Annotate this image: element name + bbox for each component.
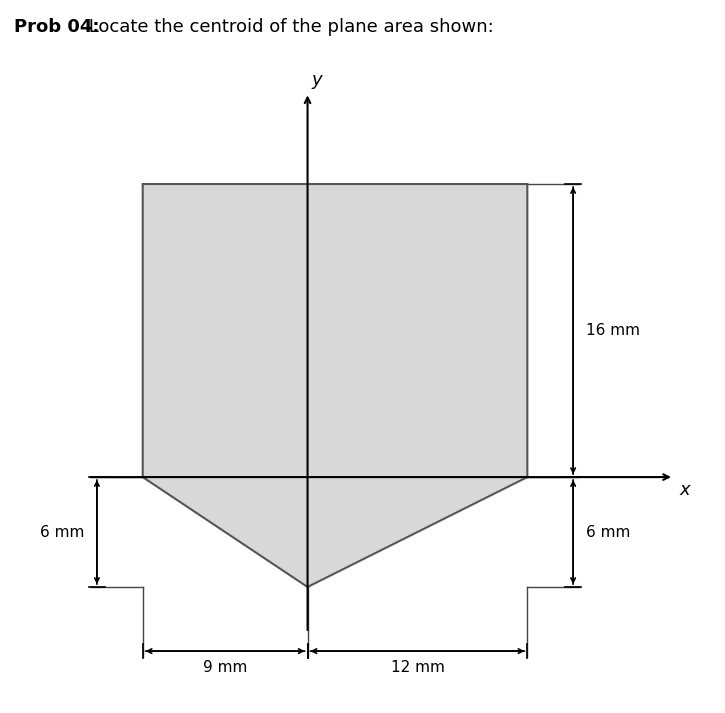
Text: y: y [312,71,322,89]
Text: Prob 04:: Prob 04: [14,18,100,36]
Text: 9 mm: 9 mm [203,660,247,675]
Polygon shape [143,184,527,587]
Text: 12 mm: 12 mm [391,660,444,675]
Text: x: x [679,481,690,499]
Text: 16 mm: 16 mm [586,323,640,338]
Text: 6 mm: 6 mm [586,525,630,540]
Text: Locate the centroid of the plane area shown:: Locate the centroid of the plane area sh… [83,18,494,36]
Text: 6 mm: 6 mm [40,525,84,540]
